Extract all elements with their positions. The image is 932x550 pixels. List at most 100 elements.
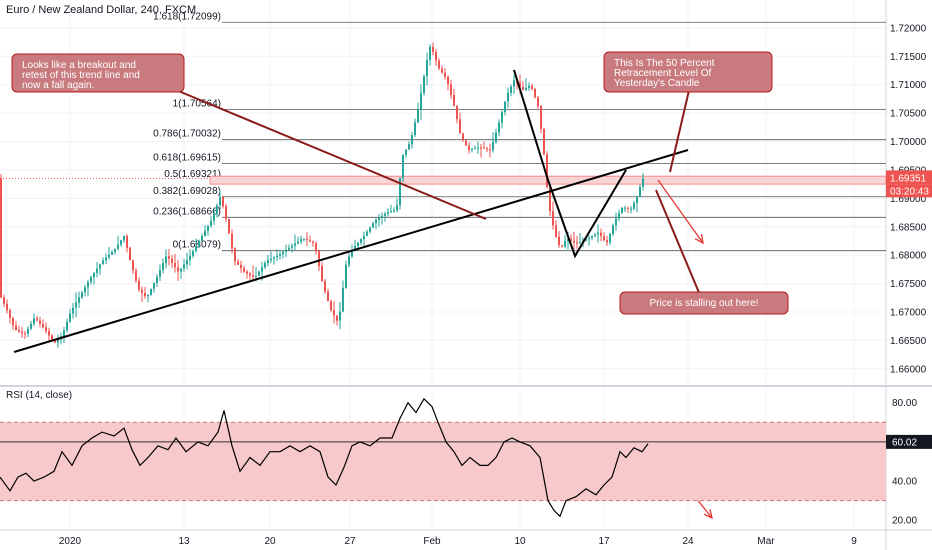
candle-body <box>477 147 479 149</box>
candle-body <box>573 240 575 243</box>
candle-body <box>453 95 455 106</box>
price-tick: 1.68500 <box>890 222 927 233</box>
candle-body <box>402 154 404 179</box>
breakout-note-box <box>11 53 185 93</box>
candle-body <box>147 294 149 297</box>
candle-body <box>78 297 80 303</box>
fifty-note-box <box>603 51 773 93</box>
candle-body <box>342 288 344 312</box>
candle-body <box>204 231 206 237</box>
candle-body <box>75 302 77 308</box>
candle-body <box>240 264 242 269</box>
time-tick: 2020 <box>59 536 82 547</box>
candle-body <box>15 325 17 330</box>
candle-body <box>111 251 113 255</box>
last-price: 1.69351 <box>890 173 927 184</box>
candle-body <box>420 93 422 110</box>
fib-label: 0.236(1.68666) <box>153 206 221 217</box>
candle-body <box>465 140 467 146</box>
candle-body <box>639 186 641 197</box>
candle-body <box>579 242 581 244</box>
candle-body <box>282 251 284 255</box>
candle-body <box>57 339 59 343</box>
fifty-note-text: Yesterday's Candle <box>614 78 700 89</box>
candle-body <box>621 207 623 214</box>
candle-body <box>411 135 413 145</box>
time-tick: 24 <box>682 536 694 547</box>
candle-body <box>294 243 296 246</box>
candle-body <box>606 240 608 243</box>
candle-body <box>243 268 245 272</box>
breakout-note-text: retest of this trend line and <box>22 70 140 81</box>
candle-body <box>249 273 251 276</box>
candle-body <box>312 241 314 244</box>
candle-body <box>354 246 356 252</box>
candle-body <box>618 213 620 219</box>
candle-body <box>339 311 341 321</box>
price-tick: 1.67000 <box>890 307 927 318</box>
candle-body <box>48 331 50 336</box>
candle-body <box>180 268 182 272</box>
candle-body <box>207 225 209 232</box>
candle-body <box>369 227 371 232</box>
forecast-arrow-head <box>694 234 704 245</box>
candle-body <box>177 267 179 272</box>
candle-body <box>252 275 254 278</box>
candle-body <box>3 297 5 304</box>
candle-body <box>513 80 515 87</box>
candle-body <box>66 321 68 331</box>
candle-body <box>90 277 92 283</box>
candle-body <box>558 236 560 246</box>
fib-label: 0(1.68079) <box>173 240 221 251</box>
time-tick: 17 <box>598 536 610 547</box>
candle-body <box>192 251 194 256</box>
time-axis[interactable]: 2020 13 20 27 Feb 10 17 24 Mar 9 <box>59 536 857 547</box>
candle-body <box>150 288 152 295</box>
candle-body <box>348 256 350 265</box>
fib-label: 0.786(1.70032) <box>153 129 221 140</box>
candle-body <box>432 47 434 53</box>
candle-body <box>213 213 215 221</box>
candle-body <box>261 267 263 272</box>
candle-body <box>114 248 116 252</box>
candles <box>0 42 644 348</box>
candle-body <box>165 256 167 264</box>
candle-body <box>462 133 464 141</box>
candle-body <box>138 280 140 290</box>
candle-body <box>366 231 368 236</box>
chart-title: Euro / New Zealand Dollar, 240, FXCM <box>6 4 196 16</box>
candle-body <box>642 178 644 187</box>
candle-body <box>588 237 590 240</box>
candle-body <box>69 313 71 322</box>
candle-body <box>585 239 587 241</box>
breakout-note-text: Looks like a breakout and <box>22 60 136 71</box>
candle-body <box>459 119 461 134</box>
price-tick: 1.72000 <box>890 23 927 34</box>
swing-lines <box>513 69 627 259</box>
candle-body <box>594 234 596 237</box>
candle-body <box>630 208 632 210</box>
candle-body <box>624 207 626 209</box>
forecast-arrow <box>657 179 704 244</box>
candle-body <box>456 105 458 120</box>
candle-body <box>492 142 494 150</box>
candle-body <box>135 270 137 281</box>
fib-label: 1(1.70564) <box>173 98 221 109</box>
fib-retracement: 1.618(1.72099) 1(1.70564) 0.786(1.70032) 0.… <box>0 11 886 252</box>
candle-body <box>102 260 104 265</box>
candle-body <box>423 76 425 94</box>
candle-body <box>507 92 509 102</box>
candle-body <box>303 238 305 240</box>
time-tick: 13 <box>178 536 190 547</box>
price-axis[interactable]: 1.720001.715001.710001.705001.700001.695… <box>886 23 932 375</box>
candle-body <box>345 264 347 289</box>
candle-body <box>636 196 638 204</box>
candle-body <box>414 122 416 136</box>
candle-body <box>234 248 236 262</box>
candle-body <box>633 203 635 209</box>
candle-body <box>255 275 257 278</box>
candle-body <box>39 320 41 324</box>
candle-body <box>306 238 308 241</box>
